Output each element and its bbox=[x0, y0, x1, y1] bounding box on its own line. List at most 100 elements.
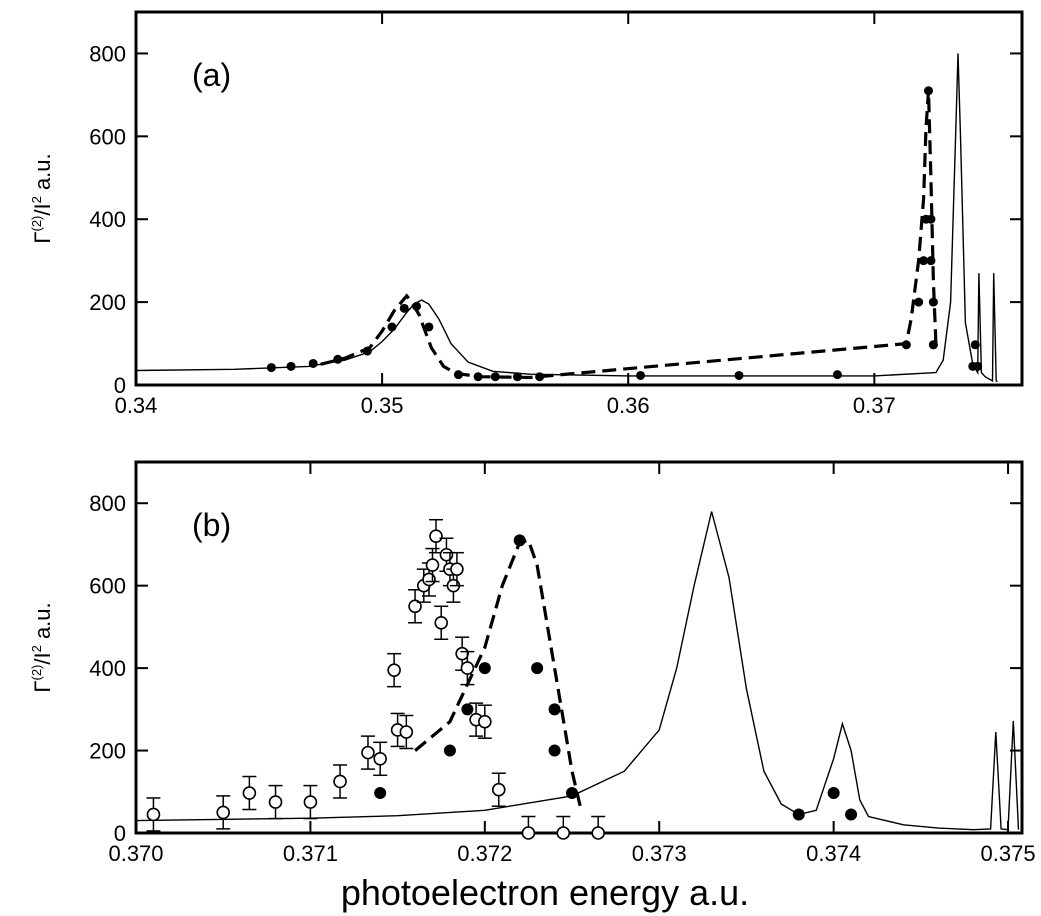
filled-data-point bbox=[845, 808, 858, 821]
y-axis-label-part: 2 bbox=[29, 645, 44, 652]
open-data-point bbox=[303, 795, 318, 809]
filled-data-point bbox=[399, 303, 409, 313]
filled-data-point bbox=[424, 322, 434, 332]
plot-frame bbox=[134, 460, 1024, 835]
filled-data-point bbox=[970, 340, 980, 350]
filled-data-point bbox=[926, 214, 936, 224]
y-axis-label-part: a.u. bbox=[30, 153, 55, 196]
y-tick-label: 800 bbox=[89, 41, 126, 66]
x-tick-label: 0.37 bbox=[853, 393, 896, 418]
filled-data-point bbox=[535, 372, 545, 382]
filled-data-point bbox=[548, 744, 561, 757]
filled-data-point bbox=[412, 301, 422, 311]
filled-data-point bbox=[387, 322, 397, 332]
y-tick-label: 0 bbox=[114, 373, 126, 398]
filled-data-point bbox=[926, 256, 936, 266]
y-tick-label: 600 bbox=[89, 574, 126, 599]
filled-data-point bbox=[914, 297, 924, 307]
filled-data-point bbox=[928, 297, 938, 307]
y-axis-label-part: /I bbox=[30, 652, 55, 664]
open-data-point bbox=[455, 646, 469, 661]
filled-data-point bbox=[453, 370, 463, 380]
filled-data-point bbox=[362, 346, 372, 356]
y-axis-label-part: Γ bbox=[30, 681, 55, 693]
filled-data-point bbox=[901, 340, 911, 350]
x-tick-label: 0.34 bbox=[115, 393, 158, 418]
filled-data-point bbox=[443, 744, 456, 757]
y-tick-label: 800 bbox=[89, 491, 126, 516]
filled-data-point bbox=[286, 361, 296, 371]
y-tick-label: 600 bbox=[89, 124, 126, 149]
plot-frame bbox=[134, 10, 1024, 387]
y-tick-label: 200 bbox=[89, 739, 126, 764]
filled-data-point bbox=[792, 808, 805, 821]
open-data-point bbox=[361, 745, 375, 760]
open-data-point bbox=[491, 782, 506, 797]
y-axis-label-part: (2) bbox=[29, 216, 44, 232]
filled-data-point bbox=[548, 703, 561, 716]
filled-data-point bbox=[566, 787, 579, 800]
filled-data-point bbox=[832, 370, 842, 380]
y-axis-label-part: Γ bbox=[30, 232, 55, 244]
filled-data-point bbox=[928, 340, 938, 350]
open-data-point bbox=[399, 725, 414, 739]
open-data-point bbox=[333, 774, 347, 789]
filled-data-point bbox=[478, 662, 491, 675]
filled-data-point bbox=[923, 86, 933, 96]
open-data-point bbox=[242, 786, 257, 800]
open-data-point bbox=[556, 826, 571, 840]
solid-curve bbox=[136, 53, 998, 383]
x-tick-label: 0.35 bbox=[361, 393, 404, 418]
x-tick-label: 0.371 bbox=[283, 841, 338, 866]
filled-data-point bbox=[308, 358, 318, 368]
filled-data-point bbox=[734, 370, 744, 380]
x-tick-label: 0.374 bbox=[806, 841, 861, 866]
open-data-point bbox=[478, 714, 492, 729]
filled-data-point bbox=[919, 256, 929, 266]
open-data-point bbox=[216, 805, 231, 820]
dashed-curve bbox=[320, 90, 938, 380]
x-tick-label: 0.370 bbox=[108, 841, 163, 866]
y-tick-label: 400 bbox=[89, 207, 126, 232]
filled-data-point bbox=[490, 372, 500, 382]
filled-data-point bbox=[374, 787, 387, 800]
filled-data-point bbox=[827, 787, 840, 800]
panel-label: (b) bbox=[192, 507, 231, 543]
y-tick-label: 0 bbox=[114, 821, 126, 846]
solid-curve bbox=[136, 511, 1020, 831]
open-data-point bbox=[450, 562, 464, 576]
open-data-point bbox=[591, 826, 605, 840]
filled-data-point bbox=[266, 363, 276, 373]
filled-data-point bbox=[512, 372, 522, 382]
x-tick-label: 0.36 bbox=[607, 393, 650, 418]
open-data-point bbox=[425, 558, 440, 572]
panel-b: 0.370 0.371 0.372 0.373 0.374 0.375 0 200 400 600… bbox=[29, 460, 1036, 866]
y-axis-label: Γ(2)/I2 a.u. bbox=[29, 153, 55, 243]
x-tick-label: 0.375 bbox=[981, 841, 1036, 866]
open-data-point bbox=[521, 826, 536, 840]
open-data-point bbox=[434, 615, 449, 630]
y-tick-label: 400 bbox=[89, 656, 126, 681]
filled-data-point bbox=[636, 370, 646, 380]
y-axis-label-part: a.u. bbox=[30, 602, 55, 645]
y-axis-label-part: 2 bbox=[29, 196, 44, 203]
x-tick-label: 0.372 bbox=[457, 841, 512, 866]
y-tick-label: 200 bbox=[89, 290, 126, 315]
open-data-point bbox=[373, 751, 387, 766]
open-data-point bbox=[429, 529, 443, 544]
x-tick-label: 0.373 bbox=[632, 841, 687, 866]
panel-a: 0.34 0.35 0.36 0.37 0 200 400 600 800 (a) Γ(2)/I2 … bbox=[29, 10, 1024, 418]
filled-data-point bbox=[531, 662, 544, 675]
filled-data-point bbox=[513, 534, 526, 547]
y-axis-label-part: (2) bbox=[29, 665, 44, 681]
open-data-point bbox=[387, 663, 401, 677]
y-axis-label: Γ(2)/I2 a.u. bbox=[29, 602, 55, 692]
filled-data-point bbox=[973, 361, 983, 371]
panel-label: (a) bbox=[192, 57, 231, 93]
dashed-curve bbox=[414, 538, 583, 809]
open-data-point bbox=[146, 807, 161, 822]
y-axis-label-part: /I bbox=[30, 203, 55, 215]
filled-data-point bbox=[473, 372, 483, 382]
open-data-point bbox=[408, 599, 422, 614]
